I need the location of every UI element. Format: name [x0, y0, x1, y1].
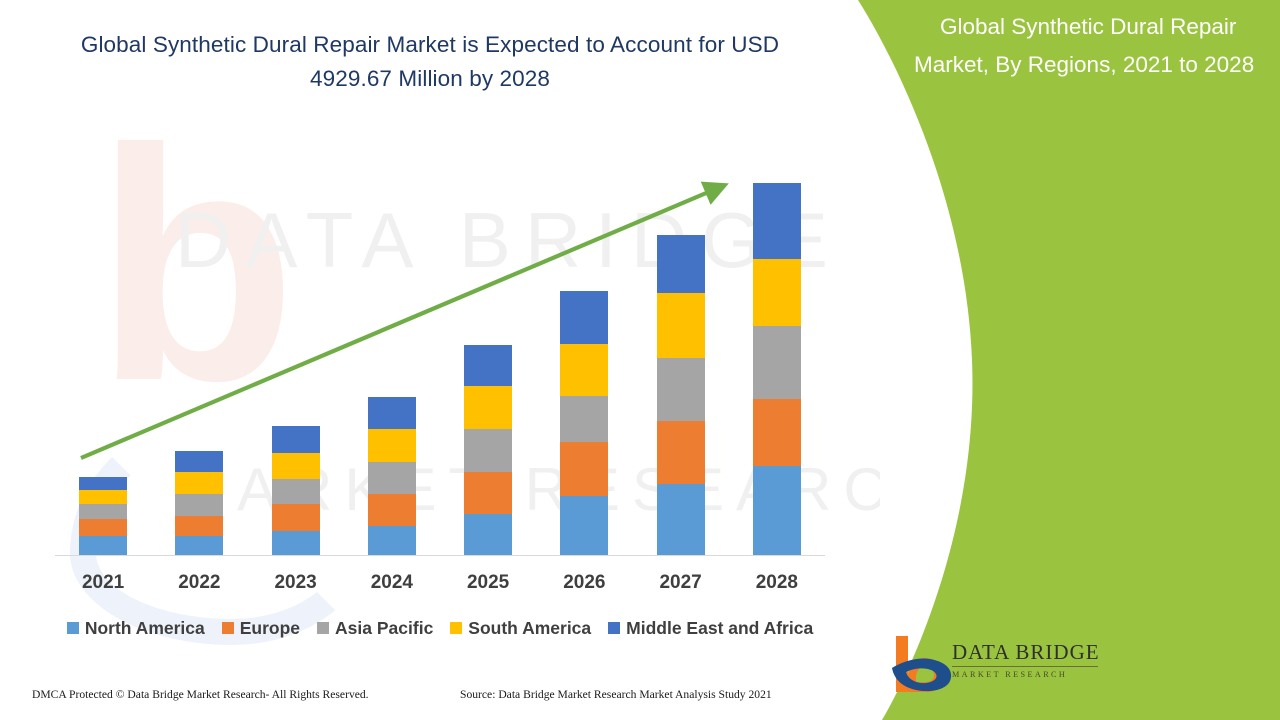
bar-segment	[367, 461, 416, 494]
legend-label: Middle East and Africa	[626, 617, 814, 638]
bar-segment	[271, 503, 320, 531]
panel-title-line2: Market, By Regions, 2021 to 2028	[914, 52, 1255, 77]
x-tick-2027: 2027	[659, 572, 702, 593]
bar-segment	[464, 514, 513, 555]
legend-item-south-america[interactable]: South America	[450, 618, 591, 639]
chart-title: Global Synthetic Dural Repair Market is …	[80, 32, 780, 91]
footer-copyright: DMCA Protected © Data Bridge Market Rese…	[32, 688, 369, 701]
bar-segment	[79, 489, 128, 504]
legend-swatch-icon	[66, 622, 79, 634]
bar-2027	[656, 235, 705, 555]
bar-segment	[560, 343, 609, 396]
panel-shape	[858, 0, 1280, 720]
bar-segment	[464, 428, 513, 472]
bar-segment	[367, 428, 416, 462]
bar-2028	[752, 183, 801, 555]
legend-swatch-icon	[317, 622, 330, 634]
panel-title: Global Synthetic Dural Repair Market, By…	[914, 8, 1280, 84]
legend-swatch-icon	[221, 622, 234, 634]
bar-segment	[656, 292, 705, 358]
bar-segment	[464, 385, 513, 429]
bar-segment	[271, 425, 320, 453]
footer-source: Source: Data Bridge Market Research Mark…	[460, 688, 772, 701]
legend-item-europe[interactable]: Europe	[221, 617, 301, 639]
legend-label: Europe	[239, 617, 301, 638]
bar-segment	[79, 535, 128, 555]
bar-segment	[464, 471, 513, 514]
brand-side-panel: Global Synthetic Dural Repair Market, By…	[820, 0, 1280, 720]
x-tick-2024: 2024	[370, 572, 414, 593]
footer: DMCA Protected © Data Bridge Market Rese…	[0, 684, 880, 710]
bar-2026	[560, 291, 609, 555]
legend-swatch-icon	[608, 622, 621, 634]
bar-segment	[656, 235, 705, 293]
bar-segment	[464, 345, 513, 386]
x-tick-2028: 2028	[755, 572, 799, 593]
logo-title: DATA BRIDGE	[952, 640, 1100, 664]
logo-subtitle: MARKET RESEARCH	[952, 670, 1068, 679]
bar-segment	[560, 495, 609, 555]
bar-segment	[560, 395, 609, 442]
bar-segment	[271, 479, 320, 504]
legend-item-north-america[interactable]: North America	[66, 617, 205, 639]
bar-segment	[271, 452, 320, 479]
bar-segment	[175, 471, 224, 494]
bar-segment	[367, 493, 416, 526]
legend-item-middle-east-and-africa[interactable]: Middle East and Africa	[608, 618, 813, 639]
panel-title-line1: Global Synthetic Dural Repair	[940, 14, 1237, 39]
bar-segment	[560, 291, 609, 344]
bar-segment	[79, 503, 128, 519]
bar-2025	[464, 345, 513, 555]
legend-label: Asia Pacific	[335, 617, 434, 638]
chart-area	[55, 150, 825, 560]
plot-area	[55, 150, 825, 556]
legend-swatch-icon	[450, 622, 463, 634]
bar-segment	[560, 441, 609, 496]
bar-segment	[656, 357, 705, 421]
x-tick-2022: 2022	[178, 572, 221, 593]
bar-segment	[752, 325, 801, 399]
bar-segment	[752, 398, 801, 466]
bar-segment	[656, 420, 705, 484]
x-tick-2026: 2026	[563, 572, 606, 593]
chart-legend: North America Europe Asia Pacific South Ame…	[55, 615, 825, 641]
bar-2022	[175, 450, 224, 555]
x-axis-tick-labels: 2021 2022 2023 2024 2025 2026 2027 2028	[55, 572, 825, 600]
bar-segment	[367, 397, 416, 429]
data-bridge-logo-mark	[892, 636, 952, 692]
bar-2024	[367, 397, 416, 555]
bar-segment	[752, 465, 801, 555]
x-tick-2021: 2021	[81, 572, 125, 593]
bar-segment	[175, 515, 224, 536]
bar-2021	[79, 476, 128, 555]
bar-segment	[752, 183, 801, 259]
bar-segment	[367, 525, 416, 555]
bar-segment	[79, 518, 128, 536]
bar-2023	[271, 425, 320, 555]
bar-segment	[752, 258, 801, 326]
bar-segment	[656, 483, 705, 555]
legend-label: North America	[84, 617, 205, 638]
x-tick-2023: 2023	[274, 572, 317, 593]
legend-item-asia-pacific[interactable]: Asia Pacific	[317, 618, 433, 639]
bar-segment	[175, 535, 224, 555]
bar-segment	[175, 493, 224, 516]
bar-segment	[79, 476, 128, 490]
data-bridge-logo-text: DATA BRIDGE MARKET RESEARCH	[952, 640, 1112, 679]
bar-segment	[271, 530, 320, 555]
x-tick-2025: 2025	[466, 572, 510, 593]
legend-label: South America	[468, 617, 592, 638]
bar-segment	[175, 450, 224, 472]
logo-divider	[952, 666, 1098, 667]
